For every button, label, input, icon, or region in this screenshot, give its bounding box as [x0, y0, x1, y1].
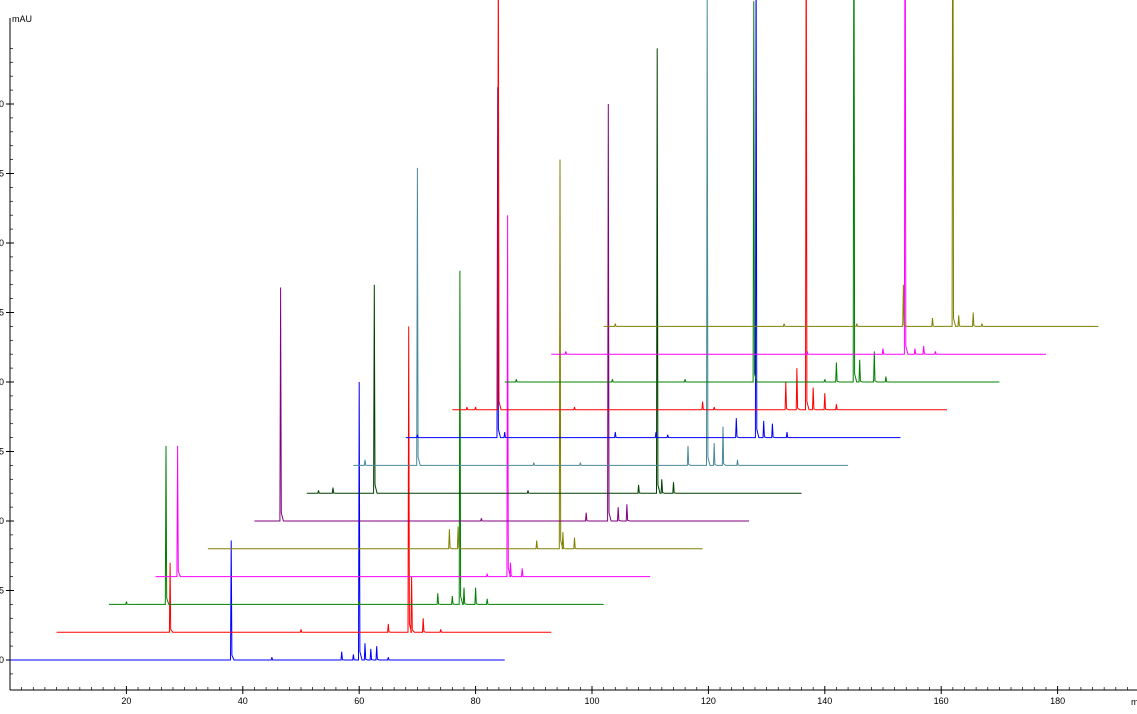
series-trace-12: [551, 0, 1046, 355]
series-trace-1: [10, 381, 505, 661]
y-tick-label: 0: [0, 655, 4, 665]
series-trace-10: [452, 0, 947, 411]
y-tick-label: 125: [0, 308, 4, 318]
series-trace-2: [56, 326, 552, 633]
series-trace-7: [306, 48, 802, 494]
y-unit-label: mAU: [12, 14, 32, 24]
series-trace-8: [353, 0, 849, 466]
x-tick-label: 120: [701, 696, 716, 706]
series-trace-13: [603, 0, 1099, 327]
series-trace-5: [207, 159, 703, 550]
x-tick-label: 100: [584, 696, 599, 706]
series-trace-4: [155, 215, 651, 578]
y-tick-label: 175: [0, 169, 4, 179]
axes-layer: 0 25 50 75 100 125 150 175 200 20 40 60 80 100 120 140 1…: [0, 18, 1137, 706]
x-tick-label: 160: [934, 696, 949, 706]
x-tick-label: 80: [471, 696, 481, 706]
x-tick-label: 20: [121, 696, 131, 706]
y-tick-label: 150: [0, 238, 4, 248]
x-unit-label: m: [1131, 697, 1137, 707]
y-tick-label: 75: [0, 447, 4, 457]
x-tick-label: 180: [1050, 696, 1065, 706]
series-trace-9: [405, 0, 901, 439]
x-tick-label: 60: [354, 696, 364, 706]
x-tick-label: 140: [817, 696, 832, 706]
y-tick-label: 200: [0, 99, 4, 109]
y-tick-label: 100: [0, 377, 4, 387]
y-tick-label: 50: [0, 516, 4, 526]
series-trace-3: [108, 270, 604, 605]
series-layer: [10, 0, 1099, 661]
y-tick-label: 25: [0, 586, 4, 596]
series-trace-11: [504, 0, 1000, 383]
series-trace-6: [254, 103, 750, 522]
x-tick-label: 40: [238, 696, 248, 706]
